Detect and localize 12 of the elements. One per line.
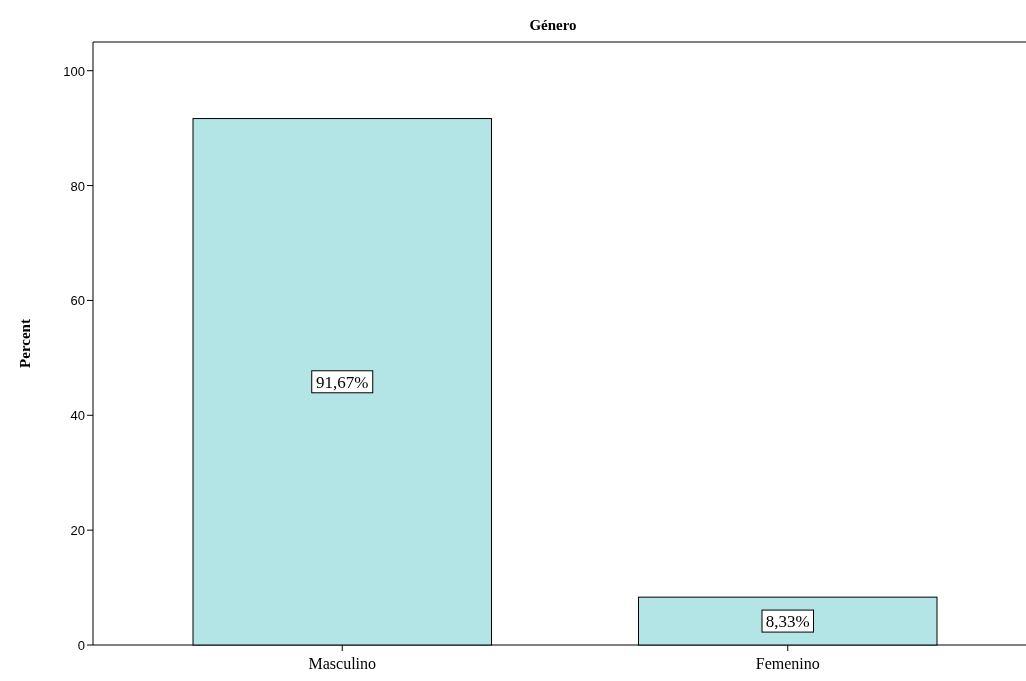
y-tick-label: 60 (70, 293, 85, 309)
y-tick-label: 40 (70, 408, 85, 424)
y-tick-label: 0 (77, 638, 85, 653)
x-tick-label: Masculino (308, 655, 377, 672)
chart-title: Género (529, 17, 577, 33)
y-tick-label: 80 (70, 178, 85, 194)
y-axis-title: Percent (17, 319, 33, 368)
x-tick-label: Femenino (755, 655, 820, 672)
data-label: 8,33% (765, 612, 810, 632)
y-tick-label: 100 (63, 63, 85, 79)
data-label: 91,67% (316, 372, 369, 392)
y-tick-label: 20 (70, 523, 85, 539)
